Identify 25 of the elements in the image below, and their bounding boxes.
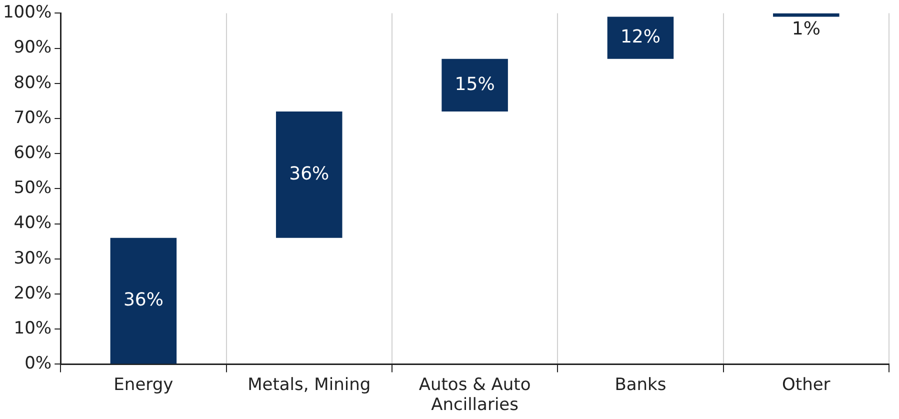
- y-tick-label: 70%: [14, 108, 52, 128]
- y-tick-label: 20%: [14, 283, 52, 304]
- y-tick-label: 40%: [14, 213, 52, 234]
- x-tick-label: Banks: [614, 374, 666, 395]
- y-tick-label: 80%: [14, 72, 52, 93]
- data-label: 12%: [620, 26, 660, 48]
- x-tick-label: Metals, Mining: [248, 374, 371, 395]
- x-tick-label: Energy: [114, 374, 174, 395]
- bar: [276, 111, 342, 238]
- y-tick-label: 30%: [14, 248, 52, 268]
- bar: [442, 58, 508, 112]
- y-tick-label: 50%: [14, 178, 52, 198]
- y-tick-label: 0%: [24, 354, 52, 374]
- data-label: 36%: [289, 163, 330, 184]
- x-tick-label: Autos & Auto Ancillaries: [418, 374, 531, 416]
- data-label: 15%: [454, 74, 495, 95]
- y-tick-label: 10%: [14, 318, 52, 339]
- y-tick-label: 90%: [14, 38, 52, 58]
- data-label: 1%: [792, 18, 820, 40]
- y-tick-label: 100%: [2, 2, 52, 23]
- y-tick-label: 60%: [14, 143, 52, 164]
- data-label: 36%: [123, 289, 164, 310]
- x-tick-label: Other: [782, 374, 830, 395]
- bar: [110, 238, 177, 364]
- bar: [607, 16, 674, 59]
